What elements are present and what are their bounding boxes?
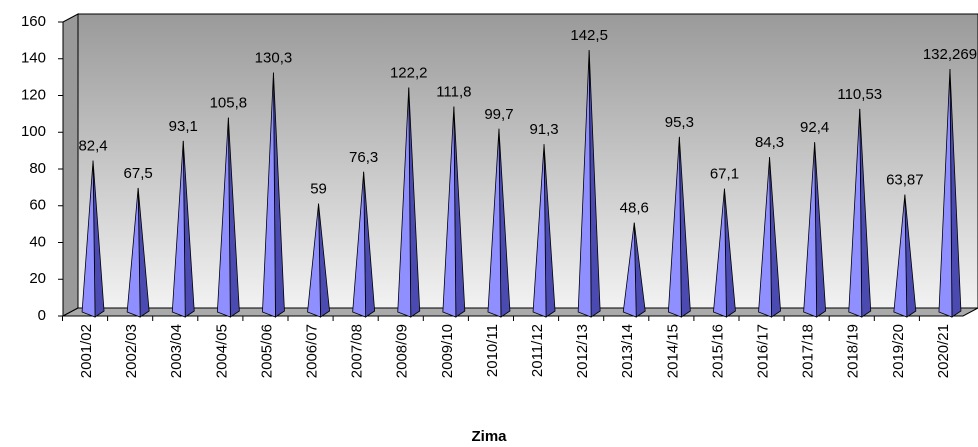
- pyramid: [938, 68, 953, 318]
- y-tick-label: 160: [21, 13, 46, 30]
- pyramid: [803, 142, 818, 318]
- x-tick-label: 2002/03: [123, 324, 140, 378]
- back-wall: [77, 13, 978, 309]
- pyramid: [848, 108, 863, 318]
- floor: [62, 307, 978, 317]
- pyramid: [307, 203, 321, 318]
- value-label: 76,3: [349, 149, 378, 166]
- pyramid: [126, 187, 141, 318]
- y-tick-label: 60: [29, 197, 46, 214]
- pyramid: [487, 128, 502, 318]
- pyramid: [577, 50, 592, 318]
- pyramid: [262, 72, 276, 318]
- value-label: 132,269: [923, 46, 977, 63]
- x-tick-label: 2011/12: [529, 324, 546, 377]
- value-label: 105,8: [210, 95, 248, 112]
- x-tick-label: 2014/15: [664, 324, 681, 378]
- pyramid: [171, 140, 186, 318]
- value-label: 82,4: [78, 138, 107, 155]
- x-tick-label: 2010/11: [484, 324, 501, 377]
- x-tick-label: 2019/20: [890, 324, 907, 378]
- y-tick-label: 40: [29, 233, 46, 250]
- x-tick-label: 2008/09: [394, 324, 411, 378]
- value-label: 63,87: [886, 172, 924, 189]
- x-tick-label: 2012/13: [574, 324, 591, 378]
- pyramid: [713, 188, 727, 318]
- value-label: 99,7: [484, 106, 513, 123]
- pyramid: [216, 117, 231, 318]
- pyramid: [532, 144, 547, 318]
- y-tick-label: 120: [21, 86, 46, 103]
- x-tick-label: 2006/07: [304, 324, 321, 378]
- value-label: 142,5: [570, 27, 608, 44]
- pyramid: [622, 222, 637, 318]
- x-tick-label: 2003/04: [168, 324, 185, 378]
- side-wall: [62, 13, 79, 317]
- pyramid: [442, 106, 457, 318]
- y-tick-label: 140: [21, 50, 46, 67]
- pyramid: [758, 157, 772, 318]
- x-tick-label: 2016/17: [755, 324, 772, 378]
- x-tick-label: 2001/02: [78, 324, 95, 378]
- value-label: 111,8: [436, 84, 471, 101]
- y-tick-label: 0: [38, 307, 46, 324]
- x-tick-label: 2020/21: [935, 324, 952, 378]
- value-label: 95,3: [665, 114, 694, 131]
- x-tick-label: 2004/05: [213, 324, 230, 378]
- pyramid: [893, 194, 908, 318]
- value-label: 110,53: [837, 86, 882, 103]
- value-label: 67,1: [710, 166, 739, 183]
- pyramid: [81, 160, 96, 318]
- value-label: 59: [310, 181, 327, 198]
- x-tick-label: 2009/10: [439, 324, 456, 378]
- value-label: 91,3: [529, 121, 558, 138]
- value-label: 67,5: [124, 165, 153, 182]
- x-tick-label: 2005/06: [258, 324, 275, 378]
- pyramid: [352, 171, 367, 318]
- x-tick-label: 2013/14: [619, 324, 636, 378]
- value-label: 48,6: [620, 200, 649, 217]
- x-tick-label: 2017/18: [800, 324, 817, 378]
- pyramid: [667, 136, 682, 318]
- value-label: 130,3: [255, 50, 293, 67]
- y-tick-label: 20: [29, 270, 46, 287]
- pyramid: [397, 87, 412, 318]
- x-tick-label: 2007/08: [349, 324, 366, 378]
- value-label: 84,3: [755, 134, 784, 151]
- value-label: 93,1: [169, 118, 198, 135]
- value-label: 122,2: [390, 64, 428, 81]
- x-tick-label: 2015/16: [709, 324, 726, 378]
- y-tick-label: 80: [29, 160, 46, 177]
- x-axis-title: Zima: [471, 428, 507, 445]
- value-label: 92,4: [800, 119, 829, 136]
- y-tick-label: 100: [21, 123, 46, 140]
- x-tick-label: 2018/19: [845, 324, 862, 378]
